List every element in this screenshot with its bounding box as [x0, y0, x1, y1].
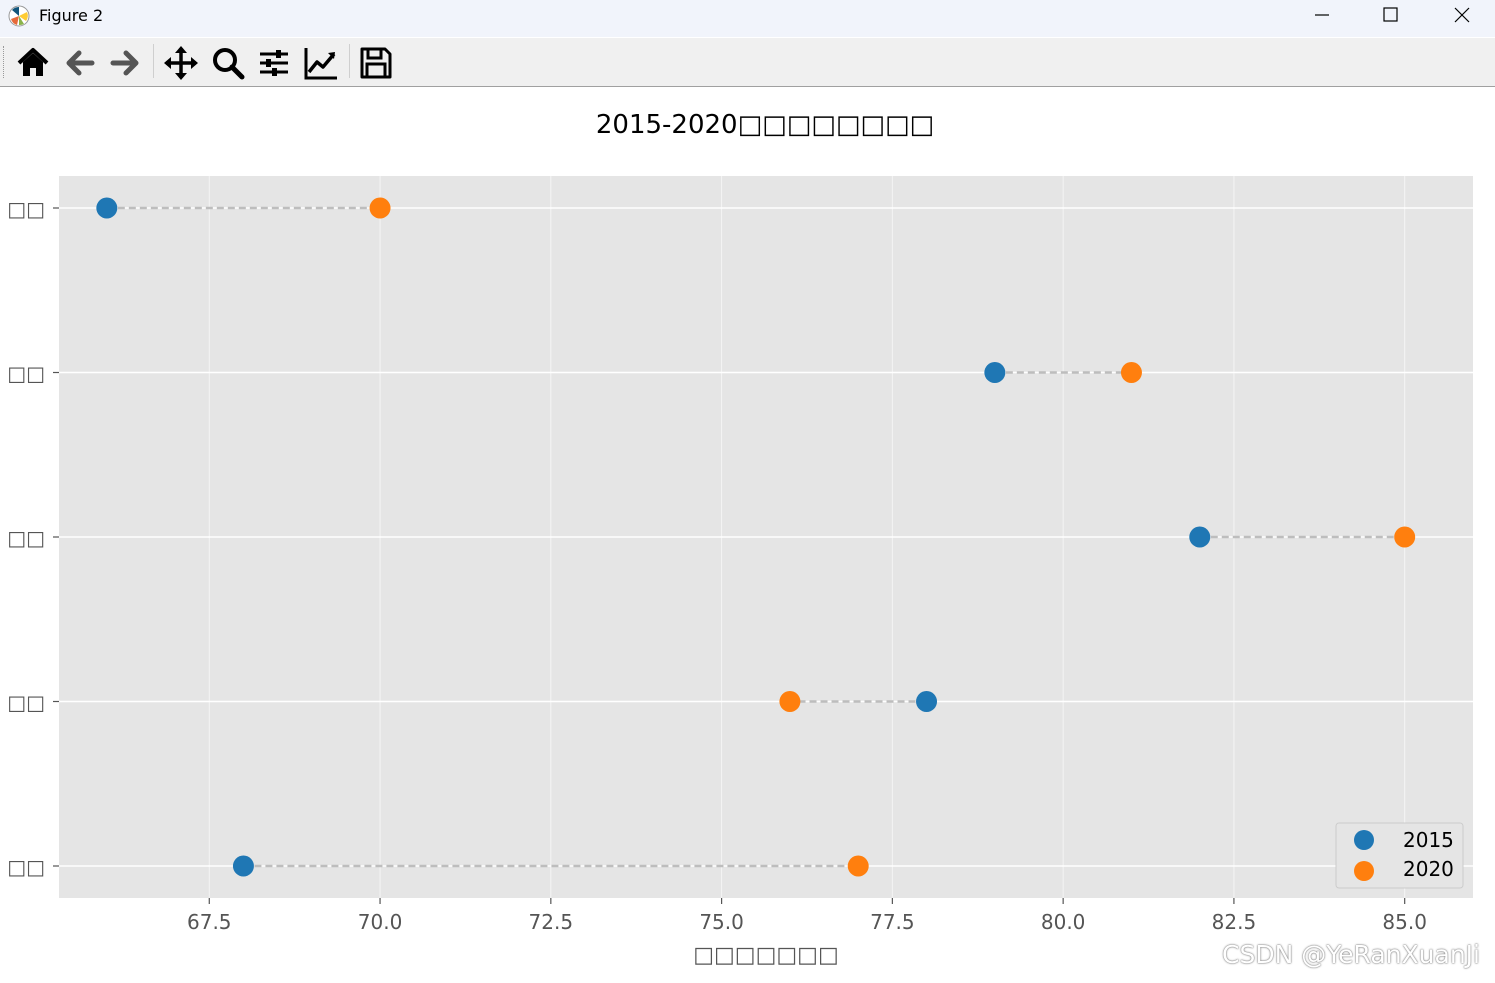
window-title: Figure 2 [39, 6, 104, 25]
point-2015 [916, 691, 938, 712]
x-tick-label: 67.5 [187, 910, 232, 934]
y-tick-label: □□ [7, 855, 45, 879]
toolbar-grip [3, 46, 6, 78]
point-2015 [1189, 526, 1211, 548]
point-2015 [232, 855, 254, 877]
legend-label-2020: 2020 [1403, 857, 1454, 881]
y-tick-label: □□ [7, 197, 45, 221]
legend-marker-2015 [1354, 830, 1374, 850]
chart-title: 2015-2020□□□□□□□□ [596, 110, 934, 140]
toolbar-separator [153, 44, 154, 78]
x-tick-label: 82.5 [1212, 910, 1257, 934]
x-tick-label: 77.5 [870, 910, 915, 934]
x-tick-label: 70.0 [358, 910, 403, 934]
legend: 2015 2020 [1335, 822, 1464, 889]
point-2020 [779, 691, 801, 712]
close-button[interactable] [1432, 0, 1490, 30]
maximize-button[interactable] [1361, 0, 1419, 30]
watermark: CSDN @YeRanXuanJi [1222, 940, 1480, 969]
arrow-left-icon[interactable] [62, 45, 98, 81]
x-tick-label: 80.0 [1041, 910, 1086, 934]
legend-marker-2020 [1354, 861, 1374, 881]
arrow-right-icon[interactable] [107, 45, 143, 81]
toolbar-separator [349, 44, 350, 78]
magnifier-icon[interactable] [210, 45, 246, 81]
matplotlib-logo-icon [8, 5, 30, 27]
line-chart-icon[interactable] [303, 45, 339, 81]
sliders-icon[interactable] [256, 45, 292, 81]
point-2020 [847, 855, 869, 877]
point-2020 [1394, 526, 1416, 548]
chart-canvas[interactable]: 2015-2020□□□□□□□□ 67.5 70.0 72.5 75.0 77.5 80… [0, 87, 1495, 983]
home-icon[interactable] [15, 45, 51, 81]
y-tick-label: □□ [7, 691, 45, 715]
y-tick-label: □□ [7, 362, 45, 386]
point-2020 [1120, 362, 1142, 383]
point-2015 [96, 197, 118, 219]
x-tick-label: 75.0 [699, 910, 744, 934]
x-tick-label: 72.5 [529, 910, 574, 934]
minimize-button[interactable] [1293, 0, 1351, 30]
x-tick-label: 85.0 [1382, 910, 1427, 934]
point-2015 [984, 362, 1006, 383]
y-tick-label: □□ [7, 526, 45, 550]
legend-label-2015: 2015 [1403, 828, 1454, 852]
window-titlebar: Figure 2 [0, 0, 1495, 37]
x-axis-label: □□□□□□□ [693, 943, 839, 968]
point-2020 [369, 197, 391, 219]
toolbar [0, 38, 1495, 87]
move-icon[interactable] [163, 45, 199, 81]
floppy-disk-icon[interactable] [358, 45, 394, 81]
